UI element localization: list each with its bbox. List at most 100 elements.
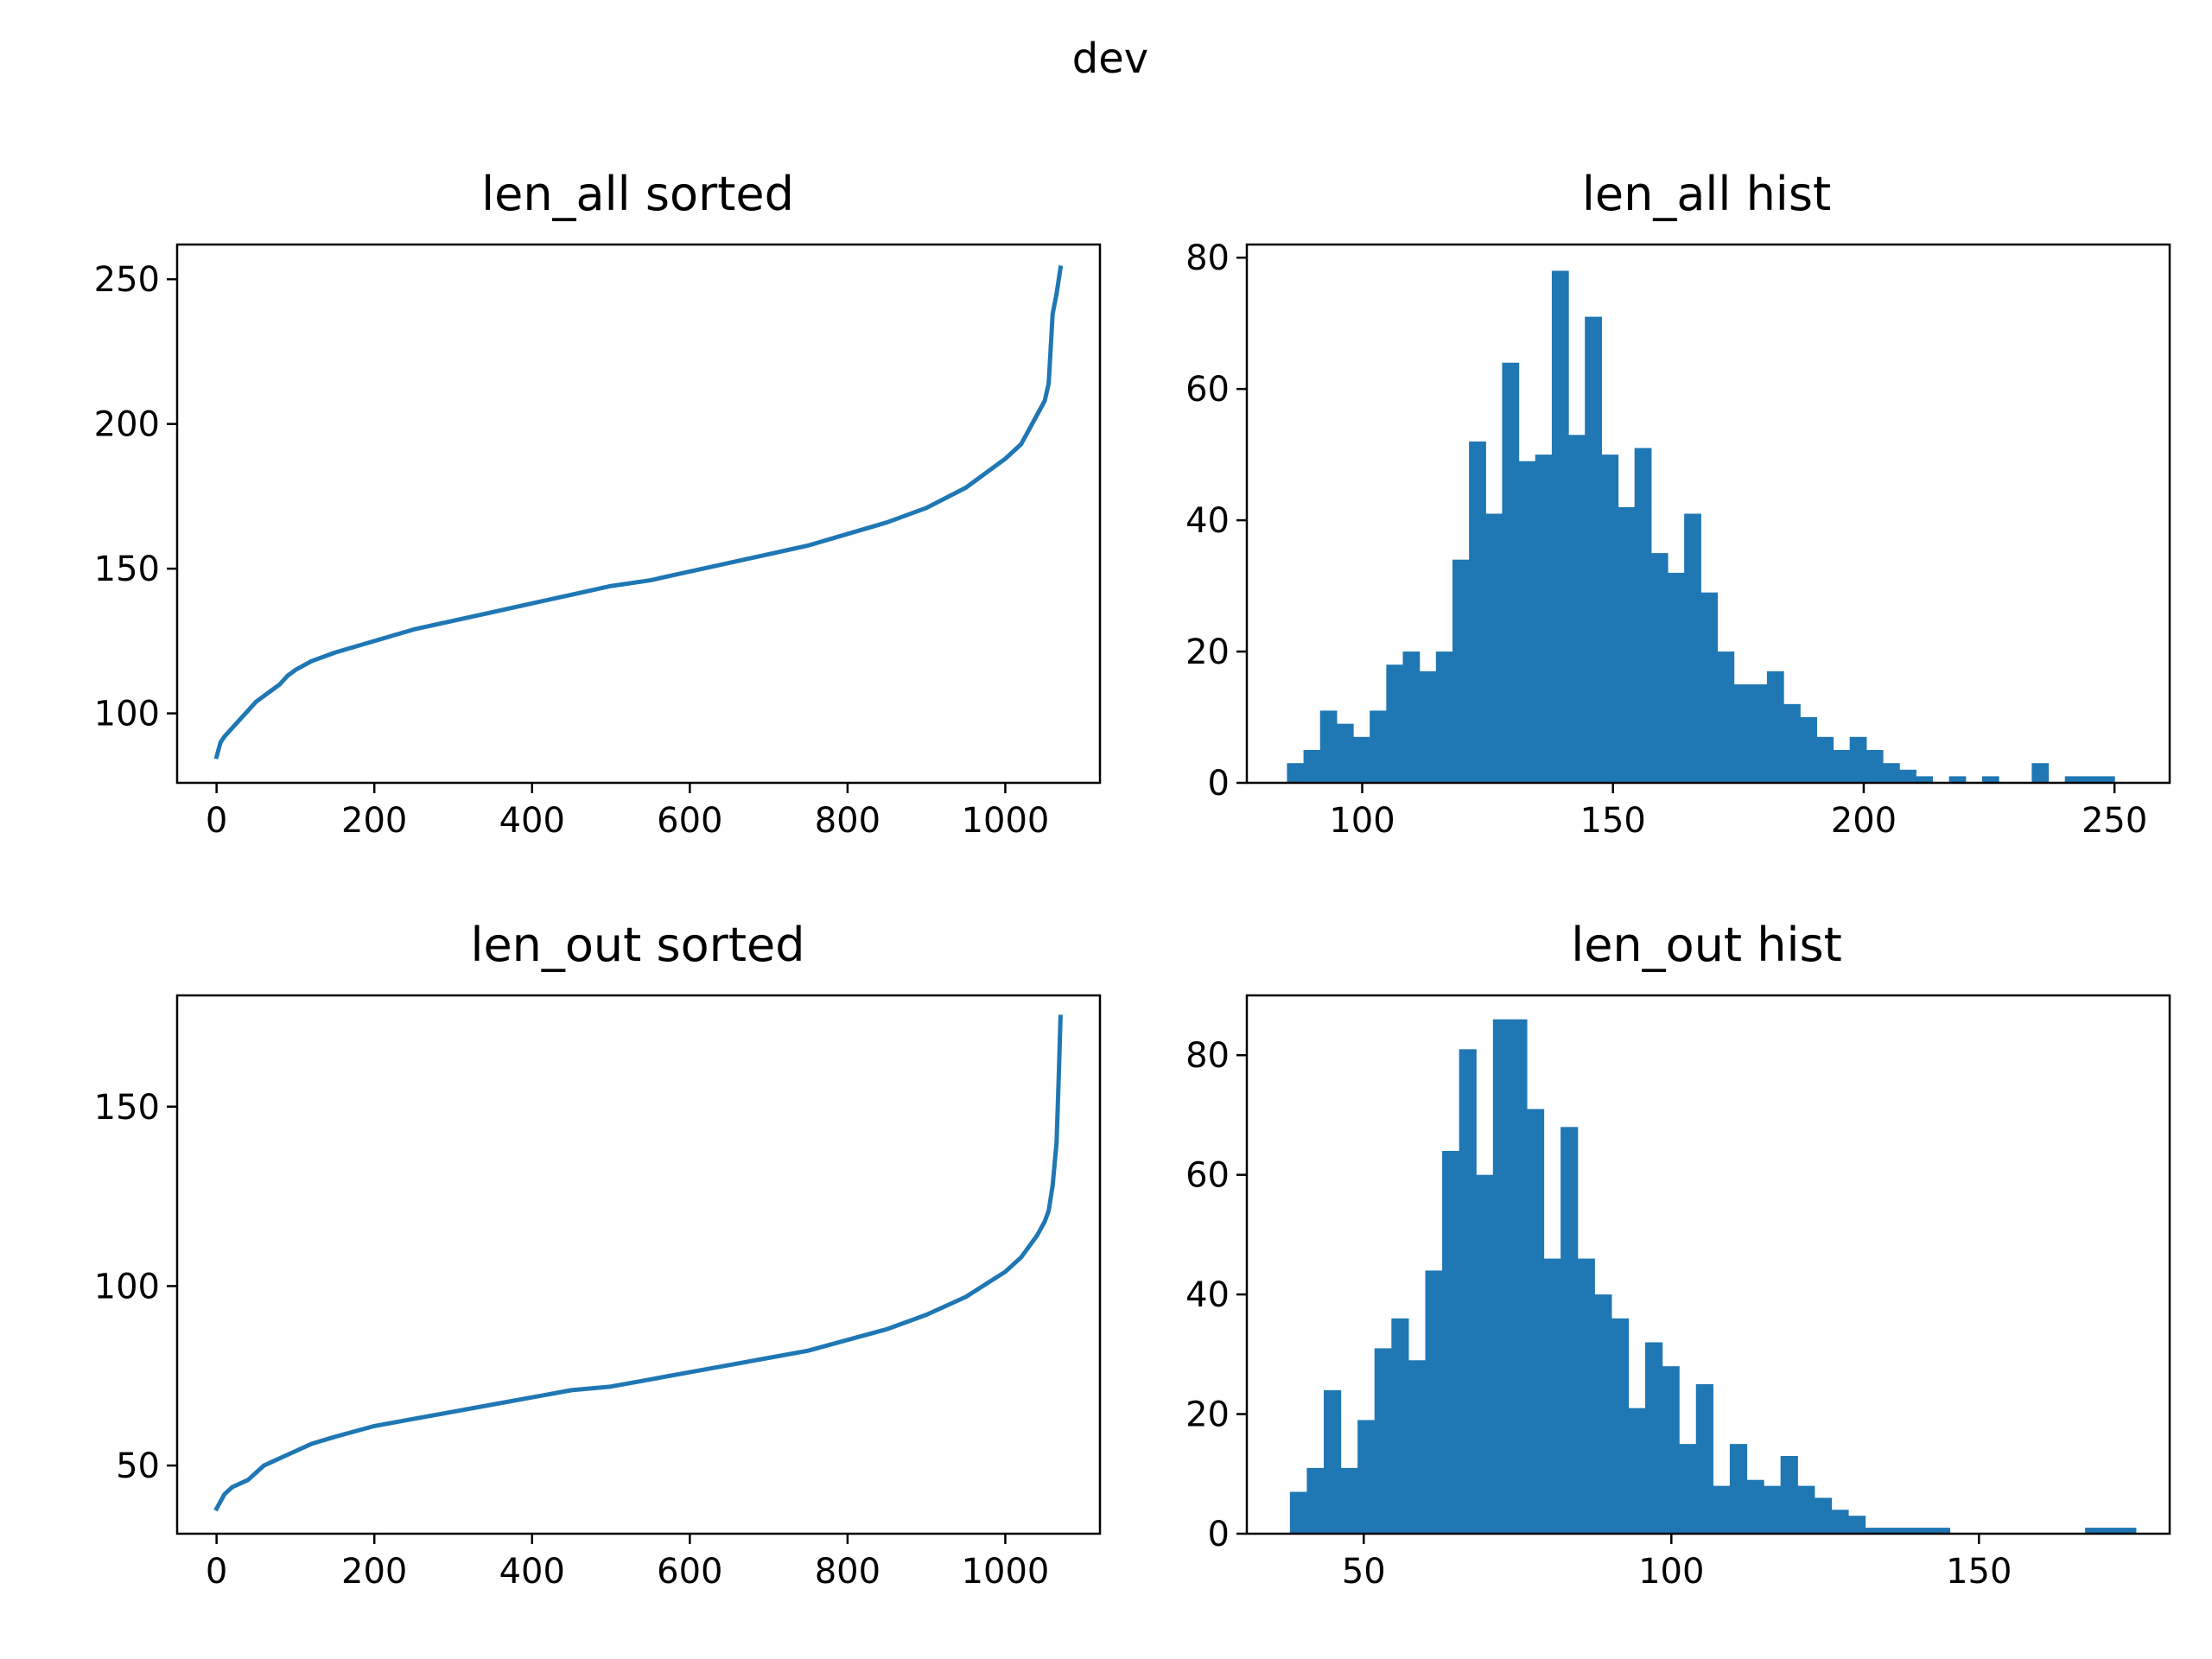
axes-frame — [1245, 243, 2171, 785]
histogram-bar — [1585, 316, 1602, 783]
y-tick-label: 250 — [94, 260, 160, 300]
histogram-bar — [1601, 454, 1619, 783]
y-tick-label: 80 — [1185, 1036, 1230, 1076]
y-tick-label: 150 — [94, 550, 160, 589]
x-tick-label: 800 — [815, 1552, 880, 1592]
histogram-bar — [2085, 1528, 2103, 1534]
histogram-bar — [1485, 513, 1503, 783]
histogram-bar — [1419, 671, 1437, 783]
histogram-bar — [1510, 1019, 1528, 1534]
histogram-bar — [1746, 1479, 1764, 1534]
histogram-bar — [1916, 776, 1934, 783]
histogram-bar — [1866, 750, 1884, 783]
histogram-bar — [1650, 553, 1669, 783]
histogram-bar — [1502, 362, 1520, 783]
histogram-bar — [1766, 671, 1784, 783]
y-tick-label: 100 — [94, 1267, 160, 1306]
histogram-bar — [1560, 1127, 1579, 1534]
histogram-bar — [1849, 736, 1867, 783]
x-tick-label: 250 — [2082, 801, 2147, 841]
y-tick-label: 40 — [1185, 1275, 1230, 1315]
histogram-bar — [1386, 664, 1404, 783]
histogram-bar — [1679, 1444, 1697, 1534]
axes-area: 0 200 400 600 800 1000 50 100 150 — [94, 994, 1102, 1592]
y-tick-label: 60 — [1185, 370, 1230, 410]
histogram-bar — [1750, 684, 1768, 783]
histogram-bar — [1408, 1360, 1427, 1534]
x-tick-label: 150 — [1580, 801, 1646, 841]
histogram-bar — [1847, 1516, 1866, 1534]
histogram-bar — [1435, 652, 1453, 783]
axes-frame — [175, 994, 1102, 1535]
histogram-bar — [1800, 717, 1817, 783]
histogram-bar — [1700, 592, 1719, 783]
histogram-bar — [2031, 763, 2050, 783]
histogram-bar — [1816, 736, 1834, 783]
histogram-bar — [1898, 1528, 1916, 1534]
histogram-bar — [1814, 1497, 1832, 1534]
histogram-bar — [1764, 1485, 1782, 1534]
histogram-bar — [1551, 270, 1569, 783]
figure-suptitle: dev — [1072, 35, 1148, 83]
histogram-bar — [1303, 750, 1321, 783]
histogram-bar — [1319, 710, 1338, 783]
subplot-title: len_all hist — [1582, 167, 1831, 221]
histogram-bar — [1287, 763, 1305, 783]
histogram-bar — [1695, 1383, 1713, 1534]
histogram-bar — [1357, 1420, 1376, 1534]
x-tick-label: 400 — [499, 1552, 565, 1592]
subplot-len-out-hist: len_out hist 50 100 150 0 20 40 60 80 — [1185, 918, 2171, 1592]
histogram-bar — [1594, 1294, 1612, 1534]
histogram-bar — [2098, 776, 2115, 783]
histogram-bar — [1667, 572, 1685, 783]
histogram-bar — [1882, 1528, 1900, 1534]
histogram-bar — [1459, 1049, 1477, 1534]
histogram-bar — [1634, 448, 1652, 783]
x-tick-label: 150 — [1946, 1552, 2012, 1592]
histogram-bar — [1717, 652, 1735, 783]
x-tick-label: 100 — [1638, 1552, 1704, 1592]
histogram-bar — [1402, 652, 1421, 783]
histogram-bar — [1452, 559, 1470, 783]
x-tick-label: 600 — [657, 1552, 722, 1592]
series-line — [213, 1014, 1063, 1512]
histogram-bar — [1370, 710, 1387, 783]
x-tick-label: 100 — [1329, 801, 1395, 841]
subplot-len-out-sorted: len_out sorted 0 200 400 600 800 1000 50 100 150 — [94, 918, 1102, 1592]
subplot-title: len_out sorted — [470, 918, 804, 972]
histogram-bar — [2081, 776, 2099, 783]
histogram-bar — [1865, 1528, 1883, 1534]
y-tick-label: 60 — [1185, 1156, 1230, 1196]
histogram-bar — [1577, 1258, 1595, 1534]
histogram-bar — [1324, 1389, 1342, 1534]
subplot-title: len_out hist — [1571, 918, 1842, 972]
histogram-bar — [2064, 776, 2082, 783]
histogram-bar — [1684, 513, 1701, 783]
histogram-bar — [1518, 461, 1536, 783]
axes-frame — [1245, 994, 2171, 1535]
histogram-bar — [1713, 1485, 1731, 1534]
x-tick-label: 400 — [499, 801, 565, 841]
histogram-bar — [1932, 1528, 1951, 1534]
x-tick-label: 0 — [206, 801, 227, 841]
y-tick-label: 50 — [116, 1446, 160, 1486]
histogram-bar — [1645, 1342, 1663, 1534]
x-tick-label: 600 — [657, 801, 722, 841]
series-line — [213, 264, 1064, 760]
axes-frame — [175, 243, 1102, 785]
axes-area: 100 150 200 250 0 20 40 60 80 — [1185, 238, 2171, 841]
subplot-len-all-hist: len_all hist 100 150 200 250 0 20 40 60 80 — [1185, 167, 2171, 841]
x-tick-label: 50 — [1342, 1552, 1386, 1592]
histogram-bar — [1353, 736, 1370, 783]
y-tick-label: 200 — [94, 405, 160, 445]
histogram-bar — [1568, 435, 1586, 783]
y-tick-label: 20 — [1185, 1395, 1230, 1435]
histogram-bar — [1833, 750, 1851, 783]
histogram-bar — [2119, 1528, 2137, 1534]
y-tick-label: 100 — [94, 695, 160, 734]
subplot-len-all-sorted: len_all sorted 0 200 400 600 800 1000 100 150 20… — [94, 167, 1102, 841]
y-tick-label: 20 — [1185, 632, 1230, 672]
x-tick-label: 200 — [341, 1552, 407, 1592]
